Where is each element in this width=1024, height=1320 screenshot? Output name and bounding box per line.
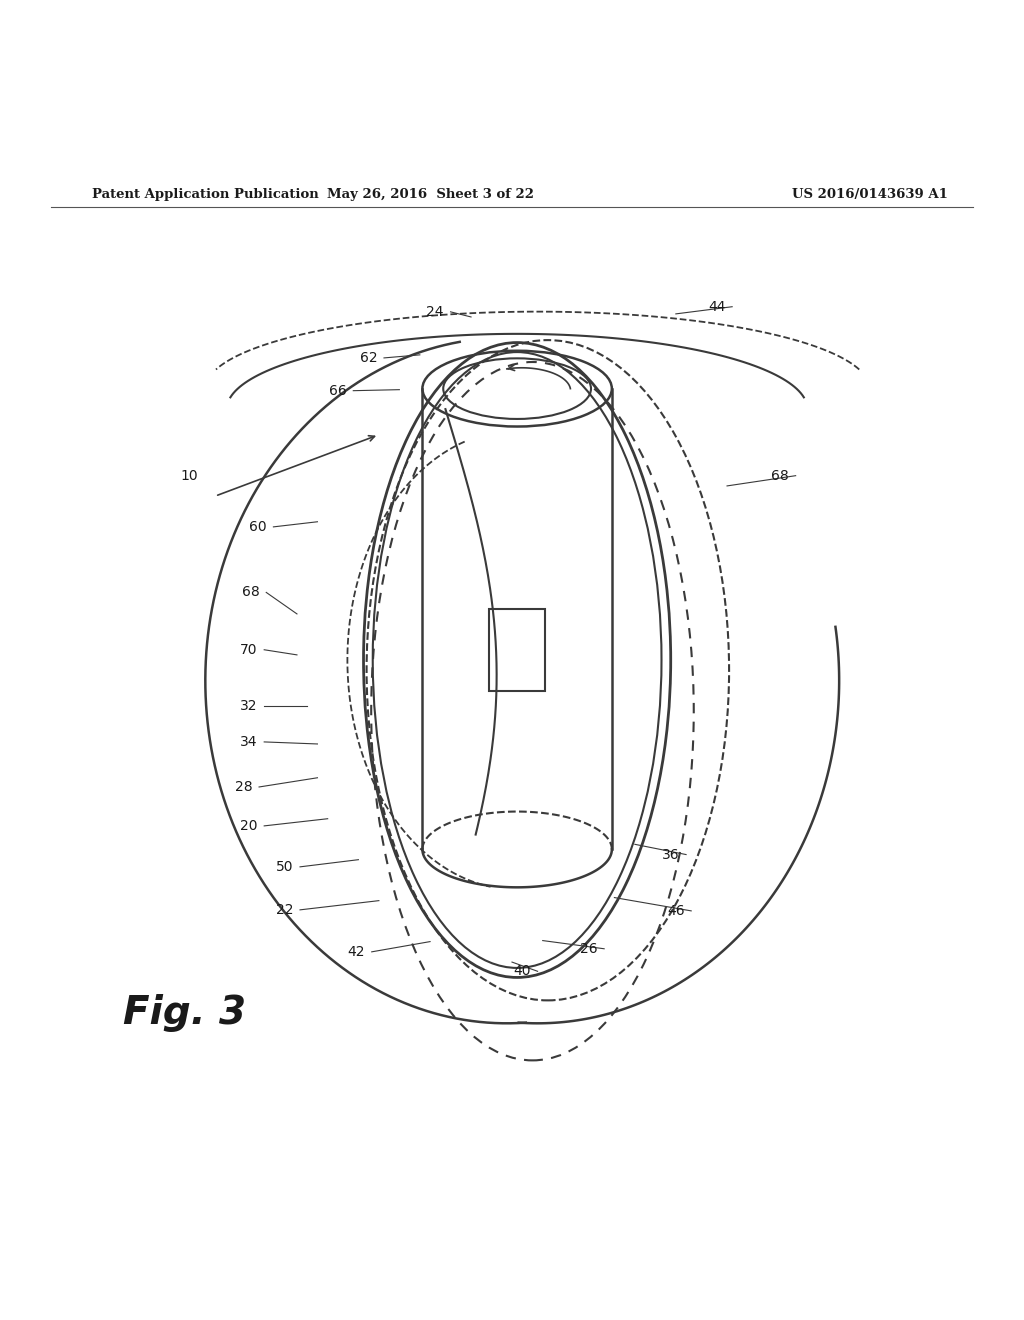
Text: 28: 28 xyxy=(234,780,253,793)
Bar xyxy=(489,609,545,690)
Text: May 26, 2016  Sheet 3 of 22: May 26, 2016 Sheet 3 of 22 xyxy=(327,187,534,201)
Text: 22: 22 xyxy=(275,903,294,917)
Text: 70: 70 xyxy=(240,643,258,657)
Text: 42: 42 xyxy=(347,945,366,958)
Text: 10: 10 xyxy=(180,469,199,483)
Text: 34: 34 xyxy=(240,735,258,748)
Text: 50: 50 xyxy=(275,859,294,874)
Text: 32: 32 xyxy=(240,700,258,713)
Text: 20: 20 xyxy=(240,818,258,833)
Text: Fig. 3: Fig. 3 xyxy=(123,994,246,1032)
Text: 24: 24 xyxy=(426,305,444,319)
Text: Patent Application Publication: Patent Application Publication xyxy=(92,187,318,201)
Text: 40: 40 xyxy=(513,965,531,978)
Text: 26: 26 xyxy=(580,941,598,956)
Text: 46: 46 xyxy=(667,904,685,917)
Text: 68: 68 xyxy=(771,469,790,483)
Text: 36: 36 xyxy=(662,847,680,862)
Text: US 2016/0143639 A1: US 2016/0143639 A1 xyxy=(793,187,948,201)
Text: 44: 44 xyxy=(708,300,726,314)
Text: 60: 60 xyxy=(249,520,267,533)
Text: 66: 66 xyxy=(329,384,347,397)
Text: 62: 62 xyxy=(359,351,378,364)
Text: 68: 68 xyxy=(242,585,260,599)
